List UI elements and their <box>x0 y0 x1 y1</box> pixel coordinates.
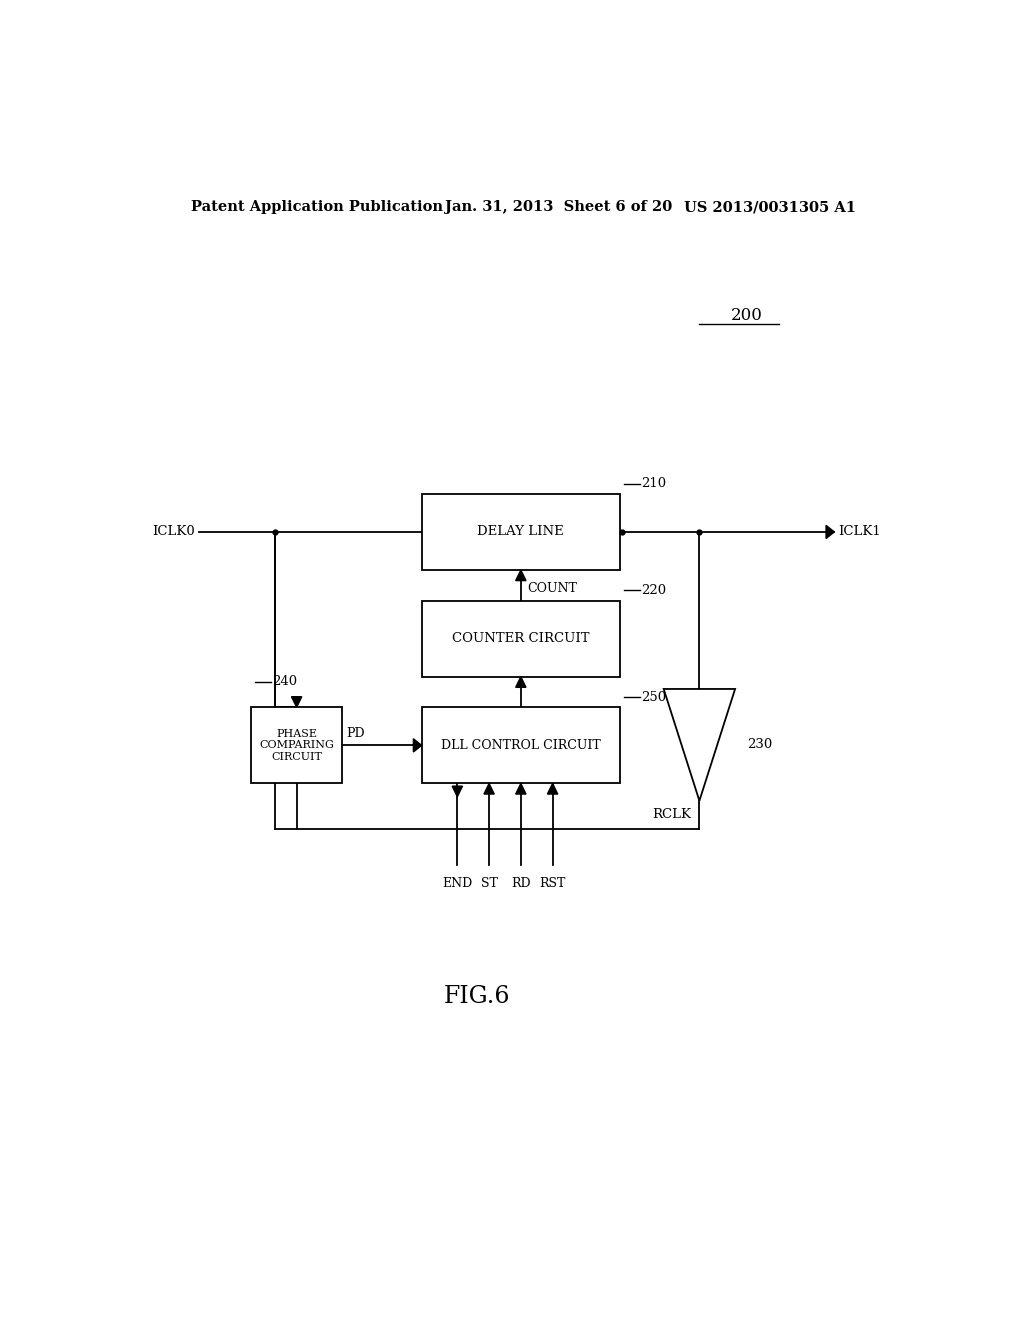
Bar <box>422 708 621 784</box>
Text: Patent Application Publication: Patent Application Publication <box>191 201 443 214</box>
Text: RD: RD <box>511 876 530 890</box>
Polygon shape <box>516 677 526 688</box>
Polygon shape <box>516 570 526 581</box>
Text: ICLK1: ICLK1 <box>839 525 881 539</box>
Text: 250: 250 <box>641 690 667 704</box>
Text: Jan. 31, 2013  Sheet 6 of 20: Jan. 31, 2013 Sheet 6 of 20 <box>445 201 673 214</box>
Text: 210: 210 <box>641 477 667 490</box>
Text: COUNTER CIRCUIT: COUNTER CIRCUIT <box>452 632 590 645</box>
Bar <box>251 708 342 784</box>
Polygon shape <box>664 689 735 801</box>
Text: ICLK0: ICLK0 <box>153 525 196 539</box>
Text: 240: 240 <box>272 676 298 688</box>
Polygon shape <box>414 739 422 752</box>
Text: FIG.6: FIG.6 <box>444 986 510 1008</box>
Text: 220: 220 <box>641 583 667 597</box>
Text: DLL CONTROL CIRCUIT: DLL CONTROL CIRCUIT <box>441 739 601 752</box>
Polygon shape <box>516 784 526 795</box>
Text: 230: 230 <box>748 738 772 751</box>
Polygon shape <box>453 787 463 797</box>
Text: PD: PD <box>346 727 365 741</box>
Text: RST: RST <box>540 876 566 890</box>
Polygon shape <box>826 525 835 539</box>
Text: RCLK: RCLK <box>652 808 691 821</box>
Polygon shape <box>292 697 302 708</box>
Text: 200: 200 <box>731 308 763 325</box>
Text: US 2013/0031305 A1: US 2013/0031305 A1 <box>684 201 855 214</box>
Text: END: END <box>442 876 472 890</box>
Polygon shape <box>484 784 495 795</box>
Text: DELAY LINE: DELAY LINE <box>477 525 564 539</box>
Text: ST: ST <box>480 876 498 890</box>
Bar <box>422 494 621 570</box>
Bar <box>422 601 621 677</box>
Polygon shape <box>548 784 558 795</box>
Text: COUNT: COUNT <box>527 582 578 595</box>
Text: PHASE
COMPARING
CIRCUIT: PHASE COMPARING CIRCUIT <box>259 729 334 762</box>
